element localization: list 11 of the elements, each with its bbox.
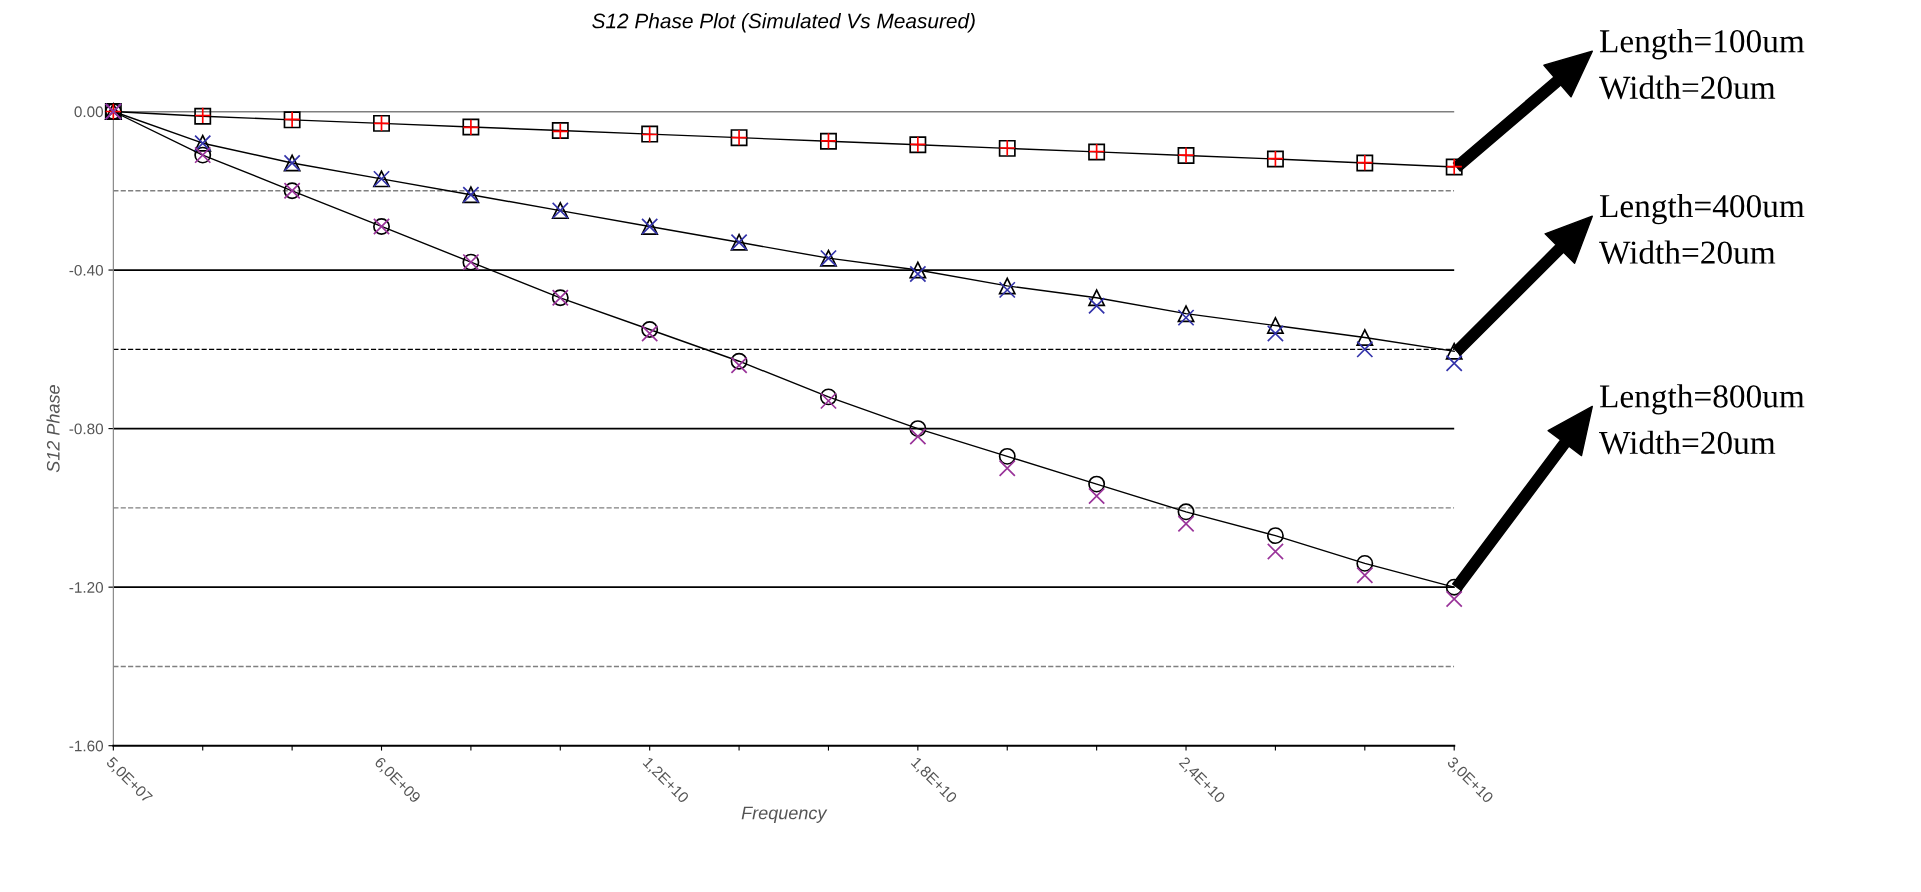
y-tick-label: -1.20 — [69, 582, 104, 593]
y-tick-label: -1.60 — [69, 740, 104, 752]
y-tick-label: -0.40 — [69, 264, 104, 276]
text: Length=800um Width=20um — [1599, 384, 1805, 455]
y-tick-label: 0.00 — [74, 106, 104, 118]
text: Length=100um Width=20um — [1599, 29, 1805, 100]
text: Length=400um Width=20um — [1599, 193, 1805, 265]
y-axis-title: S12 Phase — [46, 385, 60, 473]
y-tick-label: -0.80 — [69, 423, 104, 435]
chart-title: S12 Phase Plot (Simulated Vs Measured) — [592, 13, 975, 33]
x-axis-title: Frequency — [741, 806, 828, 823]
